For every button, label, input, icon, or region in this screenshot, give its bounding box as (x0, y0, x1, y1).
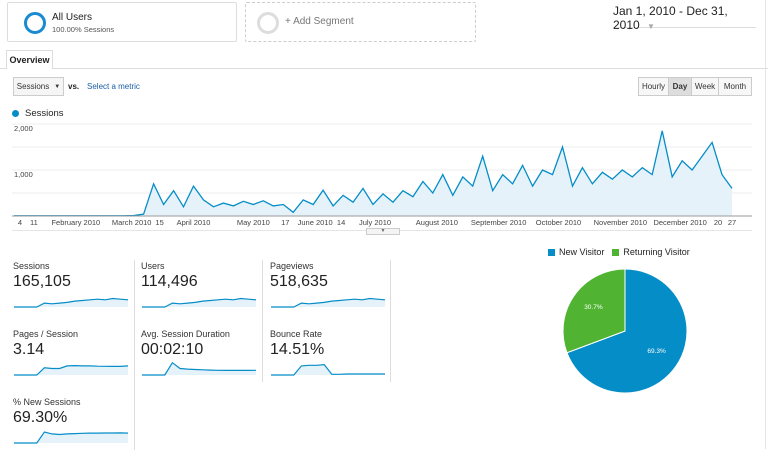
metric-card[interactable]: Pages / Session 3.14 (13, 329, 135, 376)
segment-subtitle: 100.00% Sessions (52, 25, 114, 34)
metric-card[interactable]: Pageviews 518,635 (270, 261, 392, 308)
metric-select-value: Sessions (17, 82, 49, 91)
metric-sparkline (13, 292, 129, 308)
x-tick-label: July 2010 (359, 218, 391, 227)
metric-label: Bounce Rate (270, 329, 392, 339)
date-range-picker[interactable]: Jan 1, 2010 - Dec 31, 2010 ▼ (613, 4, 756, 28)
metric-card[interactable]: Avg. Session Duration 00:02:10 (141, 329, 263, 376)
metric-label: % New Sessions (13, 397, 135, 407)
legend-swatch-returning (612, 249, 619, 256)
month-button[interactable]: Month (719, 77, 752, 96)
x-tick-label: 20 (714, 218, 722, 227)
metric-select[interactable]: Sessions ▼ (13, 77, 64, 96)
metric-sparkline (141, 360, 257, 376)
metric-label: Users (141, 261, 263, 271)
divider (134, 260, 135, 450)
legend-returning-visitor: Returning Visitor (623, 247, 689, 257)
right-edge-border (765, 0, 766, 449)
vs-label: vs. (68, 82, 79, 91)
metric-value: 14.51% (270, 341, 392, 359)
divider (262, 260, 263, 382)
hourly-button[interactable]: Hourly (638, 77, 669, 96)
metric-card[interactable]: Users 114,496 (141, 261, 263, 308)
granularity-buttons: Hourly Day Week Month (638, 77, 752, 96)
pie-legend: New Visitor Returning Visitor (548, 247, 690, 257)
metric-card[interactable]: Sessions 165,105 (13, 261, 135, 308)
metric-value: 69.30% (13, 409, 135, 427)
x-tick-label: 27 (728, 218, 736, 227)
metric-value: 114,496 (141, 273, 263, 291)
week-button[interactable]: Week (692, 77, 719, 96)
x-tick-label: June 2010 (298, 218, 333, 227)
metric-label: Sessions (13, 261, 135, 271)
tab-divider (0, 68, 768, 69)
metric-card[interactable]: Bounce Rate 14.51% (270, 329, 392, 376)
day-button[interactable]: Day (669, 77, 692, 96)
pie-slice-label: 30.7% (584, 304, 603, 311)
segment-ring-icon (257, 12, 279, 34)
add-segment-button[interactable]: + Add Segment (245, 2, 476, 42)
sessions-line-chart[interactable] (0, 115, 768, 220)
x-tick-label: 14 (337, 218, 345, 227)
add-segment-label: + Add Segment (285, 16, 354, 27)
metric-sparkline (270, 292, 386, 308)
metric-value: 3.14 (13, 341, 135, 359)
divider (390, 260, 391, 382)
x-tick-label: September 2010 (471, 218, 526, 227)
legend-new-visitor: New Visitor (559, 247, 604, 257)
metric-sparkline (270, 360, 386, 376)
x-tick-label: March 2010 (112, 218, 152, 227)
x-tick-label: April 2010 (177, 218, 211, 227)
metric-label: Avg. Session Duration (141, 329, 263, 339)
chevron-down-icon: ▼ (54, 84, 60, 90)
metric-value: 165,105 (13, 273, 135, 291)
x-tick-label: May 2010 (237, 218, 270, 227)
x-tick-label: 15 (155, 218, 163, 227)
legend-swatch-new (548, 249, 555, 256)
pie-slice-label: 69.3% (647, 348, 666, 355)
metric-sparkline (141, 292, 257, 308)
x-tick-label: 17 (281, 218, 289, 227)
metric-label: Pageviews (270, 261, 392, 271)
x-tick-label: December 2010 (653, 218, 706, 227)
chevron-down-icon: ▼ (647, 22, 655, 31)
x-tick-label: February 2010 (51, 218, 100, 227)
visitor-pie-chart: 69.3% 30.7% (555, 262, 695, 402)
metric-label: Pages / Session (13, 329, 135, 339)
chart-resize-handle[interactable]: ▼ (366, 228, 400, 235)
x-tick-label: August 2010 (416, 218, 458, 227)
x-tick-label: 4 (18, 218, 22, 227)
segment-title: All Users (52, 12, 92, 23)
tab-overview[interactable]: Overview (6, 50, 53, 69)
metric-sparkline (13, 360, 129, 376)
sessions-area (14, 131, 732, 216)
x-tick-label: October 2010 (536, 218, 581, 227)
metric-value: 518,635 (270, 273, 392, 291)
segment-ring-icon (24, 12, 46, 34)
date-range-text: Jan 1, 2010 - Dec 31, 2010 (613, 4, 728, 32)
x-tick-label: November 2010 (594, 218, 647, 227)
metric-sparkline (13, 428, 129, 444)
tab-label: Overview (9, 55, 49, 65)
metric-value: 00:02:10 (141, 341, 263, 359)
segment-all-users[interactable]: All Users 100.00% Sessions (7, 2, 237, 42)
metric-card[interactable]: % New Sessions 69.30% (13, 397, 135, 444)
x-tick-label: 11 (30, 218, 38, 227)
select-metric-link[interactable]: Select a metric (87, 82, 140, 91)
